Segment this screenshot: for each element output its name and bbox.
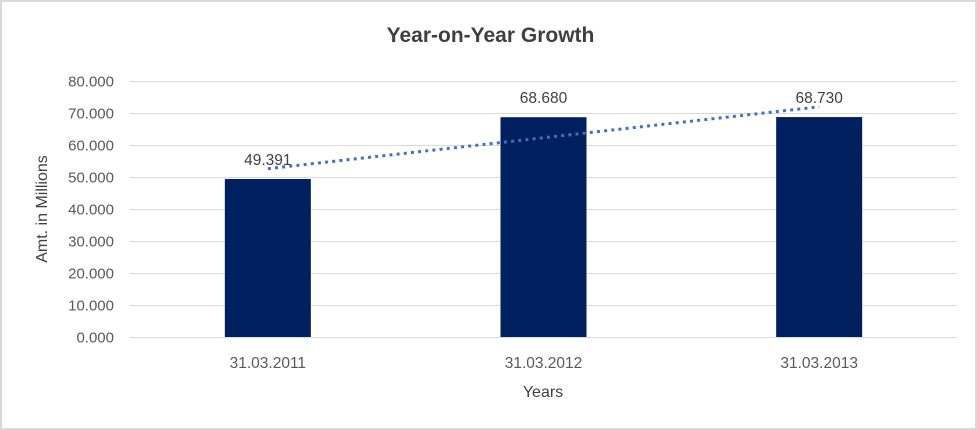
x-category-label: 31.03.2011 [230, 355, 306, 372]
y-tick-label: 0.000 [76, 330, 114, 347]
bar-value-label: 68.680 [520, 90, 568, 107]
trendline [267, 105, 820, 171]
x-category-label: 31.03.2012 [505, 355, 583, 372]
x-category-label: 31.03.2013 [780, 355, 858, 372]
x-axis-title: Years [522, 384, 564, 401]
y-tick-label: 50.000 [68, 170, 114, 187]
bar [224, 178, 311, 337]
y-tick-label: 20.000 [68, 266, 114, 283]
y-tick-label: 80.000 [68, 74, 114, 91]
y-tick-label: 10.000 [68, 298, 114, 315]
y-tick-label: 60.000 [68, 138, 114, 155]
bar-value-label: 68.730 [795, 90, 843, 107]
y-tick-label: 70.000 [68, 106, 114, 123]
y-tick-label: 40.000 [68, 202, 114, 219]
bar [500, 117, 587, 337]
bar-value-label: 49.391 [244, 152, 291, 169]
y-tick-label: 30.000 [68, 234, 114, 251]
bar [776, 117, 863, 338]
chart-title: Year-on-Year Growth [386, 24, 595, 47]
